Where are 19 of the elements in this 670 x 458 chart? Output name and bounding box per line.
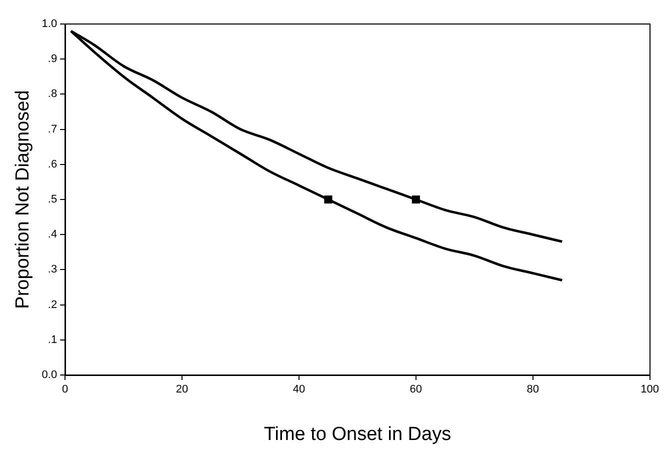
x-tick-label: 60 [410, 384, 422, 396]
x-tick-label: 0 [62, 384, 68, 396]
y-tick-label: .5 [48, 194, 58, 206]
y-tick-label: .3 [48, 264, 58, 276]
y-tick-label: .8 [48, 88, 58, 100]
y-tick-label: .6 [48, 158, 58, 170]
y-axis-title: Proportion Not Diagnosed [12, 90, 34, 309]
x-axis-title: Time to Onset in Days [264, 424, 452, 445]
y-tick-label: .1 [48, 334, 58, 346]
y-tick-label: 0.0 [42, 369, 58, 382]
x-tick-label: 100 [640, 384, 660, 396]
x-tick-label: 20 [176, 384, 188, 396]
y-tick-label: .7 [48, 123, 58, 136]
x-tick-label: 40 [292, 384, 306, 396]
y-tick-label: .2 [48, 298, 58, 311]
y-tick-label: 1.0 [42, 18, 58, 30]
x-tick-label: 80 [526, 384, 539, 396]
y-tick-label: .9 [48, 53, 58, 66]
y-tick-label: .4 [48, 228, 58, 241]
